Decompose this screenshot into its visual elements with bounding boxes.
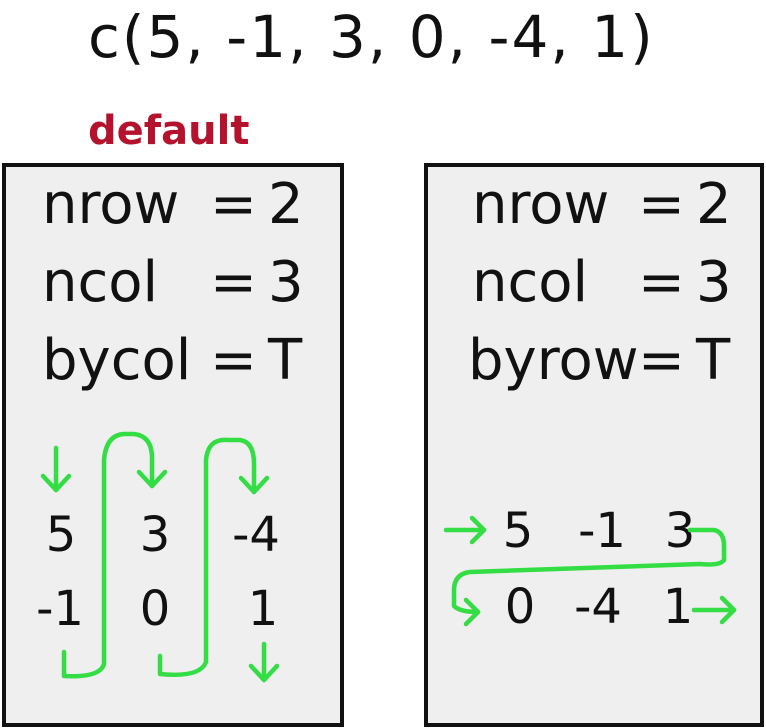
row-fill-arrow [443, 515, 737, 627]
param-ncol-value: 3 [696, 250, 732, 315]
param-byrow-eq: = [638, 328, 685, 393]
matrix-cell: -1 [578, 503, 626, 559]
vector-call-title: c(5, -1, 3, 0, -4, 1) [88, 3, 655, 71]
matrix-cell: 5 [502, 503, 534, 559]
param-byrow-value: T [696, 328, 731, 393]
column-fill-arrow [40, 431, 280, 683]
param-nrow-eq: = [210, 172, 257, 237]
panel-bycol: nrow = 2 ncol = 3 bycol = T 5 3 -4 -1 0 … [2, 163, 344, 727]
matrix-cell: 0 [139, 581, 171, 637]
param-ncol-eq: = [638, 250, 685, 315]
param-nrow-eq: = [638, 172, 685, 237]
matrix-cell: -4 [232, 507, 280, 563]
param-bycol-value: T [268, 328, 303, 393]
param-bycol-name: bycol [42, 328, 192, 393]
matrix-cell: 5 [45, 507, 77, 563]
param-ncol-eq: = [210, 250, 257, 315]
matrix-cell: -4 [574, 579, 622, 635]
param-ncol-name: ncol [42, 250, 159, 315]
param-bycol-eq: = [210, 328, 257, 393]
default-label: default [88, 108, 250, 154]
matrix-cell: 1 [247, 581, 279, 637]
param-nrow-name: nrow [42, 172, 180, 237]
panel-byrow: nrow = 2 ncol = 3 byrow = T 5 -1 3 0 -4 … [424, 163, 764, 727]
param-ncol-name: ncol [472, 250, 589, 315]
matrix-cell: 1 [662, 579, 694, 635]
param-byrow-name: byrow [468, 328, 639, 393]
param-ncol-value: 3 [268, 250, 304, 315]
param-nrow-name: nrow [472, 172, 610, 237]
matrix-cell: 3 [139, 507, 171, 563]
matrix-cell: 0 [504, 579, 536, 635]
param-nrow-value: 2 [696, 172, 732, 237]
param-nrow-value: 2 [268, 172, 304, 237]
matrix-cell: -1 [36, 581, 84, 637]
